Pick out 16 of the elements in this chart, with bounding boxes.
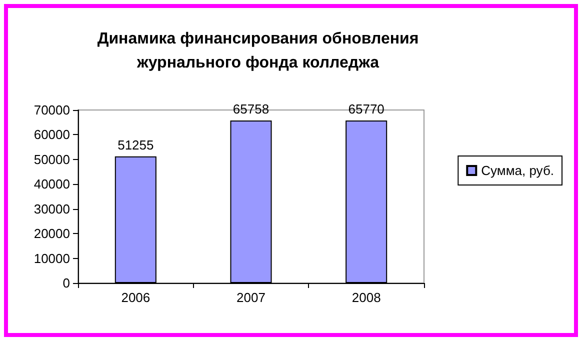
chart-title: Динамика финансирования обновления журнального фонда колледжа [97, 30, 419, 72]
y-tick-label: 10000 [34, 250, 70, 266]
legend-label: Сумма, руб. [481, 163, 554, 178]
y-tick-label: 20000 [34, 226, 70, 242]
y-tick-label: 0 [62, 276, 70, 290]
y-tick-label: 30000 [34, 201, 70, 216]
x-tick-label: 2007 [236, 290, 266, 305]
y-tick-label: 40000 [34, 176, 70, 192]
x-tick-label: 2008 [352, 290, 381, 305]
x-tick-label: 2006 [121, 290, 150, 305]
y-tick-label: 70000 [34, 102, 70, 118]
y-tick-label: 50000 [34, 152, 70, 167]
data-label: 65758 [232, 101, 270, 116]
data-label: 65770 [348, 101, 384, 116]
y-tick-label: 60000 [34, 127, 70, 142]
data-label: 51255 [118, 137, 154, 152]
